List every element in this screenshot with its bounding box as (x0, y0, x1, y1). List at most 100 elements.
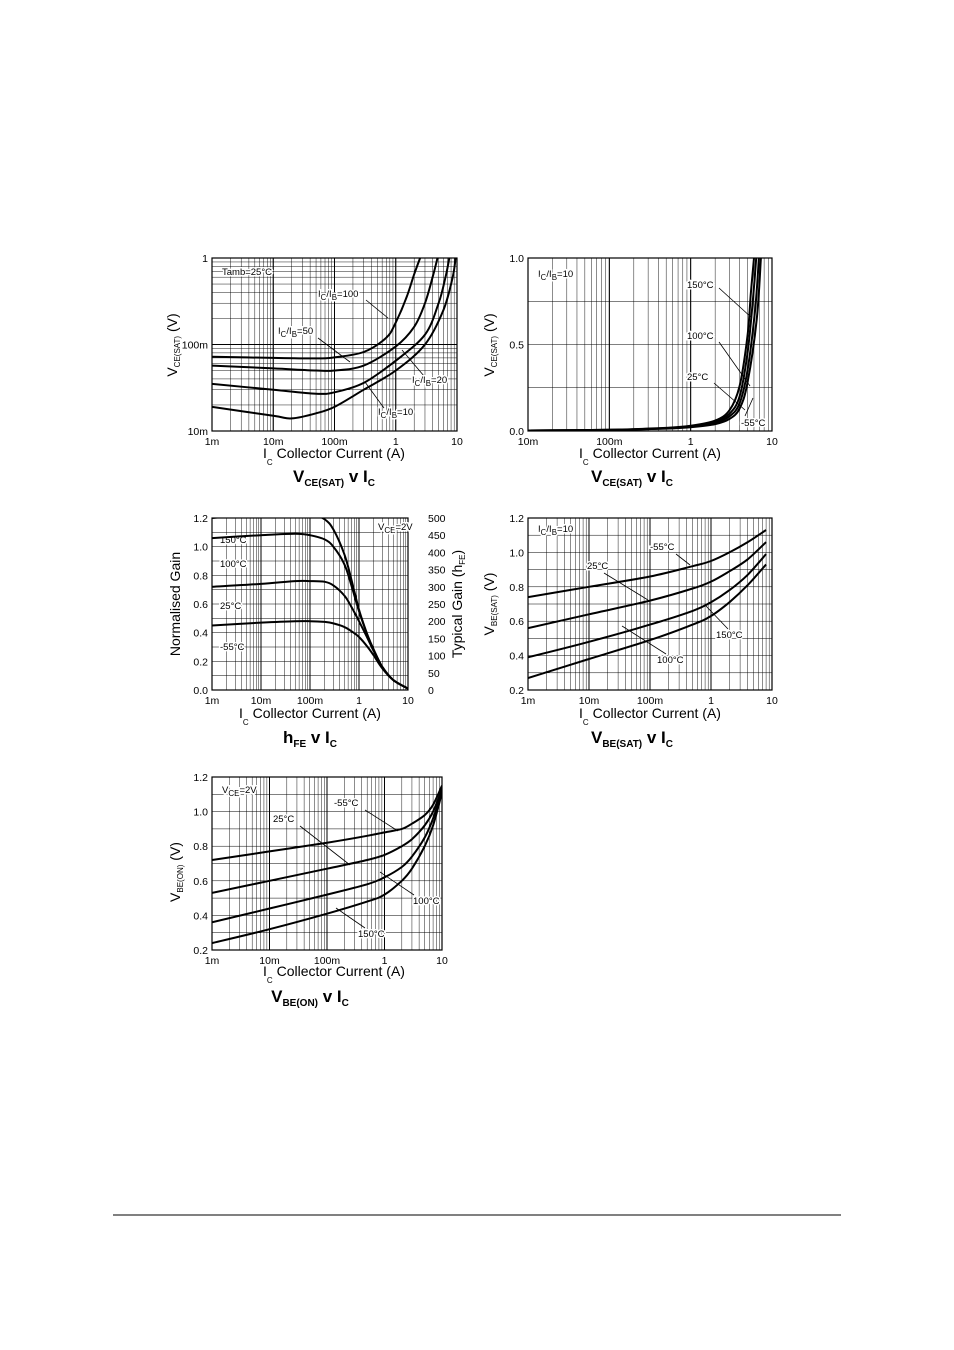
condition-annotation: VCE=2V (378, 522, 413, 535)
series-label: -55°C (220, 642, 245, 653)
series-label: 25°C (687, 372, 708, 383)
series-leader (364, 381, 385, 409)
x-axis-label: IC Collector Current (A) (579, 705, 721, 727)
y-tick-label: 0.8 (193, 841, 208, 853)
series-label: IC/IB=20 (412, 375, 447, 388)
x-tick-label: 10m (518, 436, 539, 448)
y-axis-label: Normalised Gain (167, 552, 183, 656)
plot-frame (211, 257, 458, 432)
y-tick-label: 1.2 (509, 513, 524, 525)
series-label: -55°C (741, 418, 766, 429)
y-tick-label: 0.2 (193, 656, 208, 668)
series-leader (317, 337, 351, 363)
chart-vbeon: 1m 10m 100m 1 10 0.2 0.4 0.6 0.8 1.0 1.2 IC Collect… (167, 772, 448, 1009)
x-tick-label: 100m (297, 695, 324, 707)
x-tick-label: 1m (521, 695, 536, 707)
series-line-3 (212, 620, 408, 690)
x-tick-label: 100m (637, 695, 664, 707)
y-tick-label: 1 (202, 253, 208, 265)
x-tick-label: 1m (205, 955, 220, 967)
y-axis-label: VBE(SAT) (V) (481, 573, 499, 636)
y-tick-label: 0.4 (193, 628, 208, 640)
chart-vbesat: 1m 10m 100m 1 10 0.2 0.4 0.6 0.8 1.0 1.2 IC Collect… (481, 513, 778, 750)
y-tick-label: 10m (188, 426, 209, 438)
chart-title: hFE v IC (283, 728, 337, 750)
x-tick-label: 1m (205, 436, 220, 448)
series-leader (603, 572, 649, 601)
y2-tick-label: 100 (428, 651, 446, 663)
y-tick-label: 0.6 (509, 616, 524, 628)
x-axis-label: IC Collector Current (A) (579, 445, 721, 467)
y-tick-label: 0.0 (193, 685, 208, 697)
plot-frame (211, 517, 409, 691)
y-tick-label: 1.0 (509, 547, 524, 559)
y-tick-label: 1.0 (193, 542, 208, 554)
series-label: 100°C (220, 559, 247, 570)
y-tick-label: 1.2 (193, 513, 208, 525)
y2-tick-label: 50 (428, 668, 440, 680)
y2-tick-label: 0 (428, 685, 434, 697)
series-label: 100°C (657, 655, 684, 666)
series-line-3 (212, 792, 442, 945)
series-label: 150°C (358, 929, 385, 940)
y-tick-label: 1.2 (193, 772, 208, 784)
series-line-2 (212, 790, 442, 924)
y-axis-label: VBE(ON) (V) (167, 842, 185, 902)
series-label: IC/IB=50 (278, 326, 313, 339)
series-label: 100°C (687, 331, 714, 342)
chart-title: VBE(ON) v IC (271, 987, 349, 1009)
x-tick-label: 10 (436, 955, 448, 967)
y2-tick-label: 400 (428, 547, 446, 559)
condition-annotation: Tamb=25°C (222, 267, 272, 278)
x-tick-label: 10m (251, 695, 272, 707)
series-label: 150°C (687, 280, 714, 291)
x-axis-label: IC Collector Current (A) (263, 963, 405, 985)
y2-tick-label: 350 (428, 565, 446, 577)
y2-tick-label: 200 (428, 616, 446, 628)
series-label: 150°C (716, 630, 743, 641)
series-leader (335, 907, 366, 929)
x-tick-label: 100m (321, 436, 348, 448)
x-tick-label: 1 (393, 436, 399, 448)
series-line-1 (212, 258, 439, 373)
x-tick-label: 10m (263, 436, 284, 448)
series-line-0 (528, 529, 767, 599)
series-label: 25°C (587, 561, 608, 572)
x-tick-label: 1 (708, 695, 714, 707)
y2-axis-label: Typical Gain (hFE) (449, 550, 467, 658)
y-tick-label: 0.4 (509, 651, 524, 663)
y-tick-label: 1.0 (509, 253, 524, 265)
series-line-2 (528, 553, 767, 659)
series-leader (621, 625, 667, 655)
y-tick-label: 0.8 (509, 582, 524, 594)
x-tick-label: 10m (579, 695, 600, 707)
plot-frame (527, 257, 773, 432)
series-line-3 (528, 563, 767, 679)
plot-frame (211, 776, 443, 951)
chart-title: VBE(SAT) v IC (591, 728, 673, 750)
y-tick-label: 0.6 (193, 876, 208, 888)
chart-vcesat_lin: 10m 100m 1 10 0.0 0.5 1.0 IC Collector Current … (481, 253, 778, 489)
x-tick-label: 10m (259, 955, 280, 967)
y2-tick-label: 150 (428, 633, 446, 645)
series-line-0 (212, 785, 442, 861)
series-leader (744, 397, 754, 417)
series-leader (705, 605, 729, 630)
y2-tick-label: 500 (428, 513, 446, 525)
chart-title: VCE(SAT) v IC (293, 467, 375, 489)
series-leader (713, 382, 746, 411)
series-label: 100°C (413, 896, 440, 907)
series-label: IC/IB=10 (378, 407, 413, 420)
x-axis-label: IC Collector Current (A) (239, 705, 381, 727)
condition-annotation: IC/IB=10 (538, 524, 573, 537)
x-tick-label: 10 (766, 436, 778, 448)
y2-tick-label: 300 (428, 582, 446, 594)
series-line-1 (528, 541, 767, 630)
series-leader (364, 809, 399, 832)
x-tick-label: 1 (356, 695, 362, 707)
y-tick-label: 0.8 (193, 570, 208, 582)
x-tick-label: 10 (766, 695, 778, 707)
